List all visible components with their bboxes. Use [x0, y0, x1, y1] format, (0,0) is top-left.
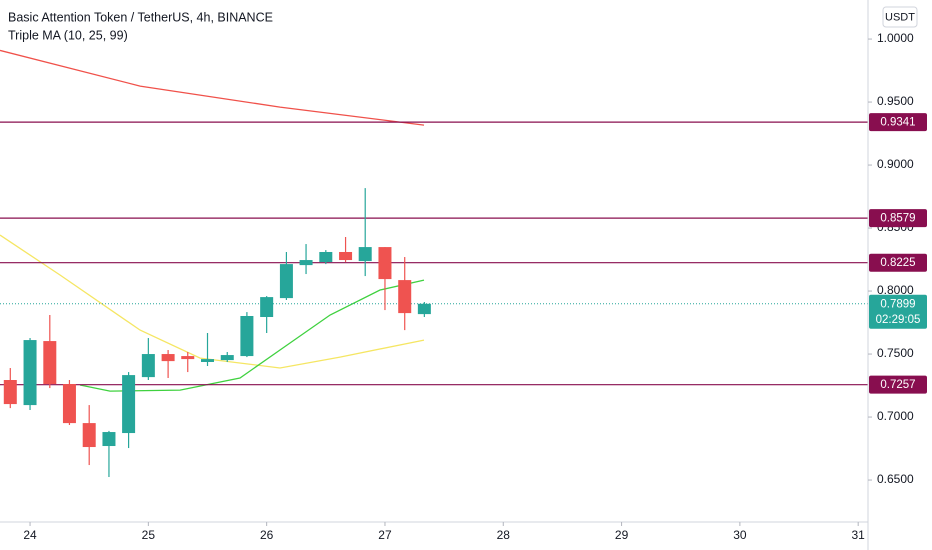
ma-line	[0, 234, 425, 369]
candle-body	[161, 354, 175, 362]
countdown-label: 02:29:05	[876, 314, 921, 326]
candle-body	[220, 355, 234, 361]
level-label-box	[869, 113, 927, 132]
level-label-box	[869, 375, 927, 394]
x-tick-label: 29	[615, 528, 629, 542]
candle-body	[201, 359, 215, 362]
candle-body	[299, 260, 313, 266]
level-label: 0.7257	[880, 379, 915, 391]
candle-body	[240, 315, 254, 357]
candle-body	[358, 247, 372, 262]
x-tick-label: 26	[260, 528, 274, 542]
candle-body	[260, 297, 274, 318]
y-tick-label: 0.8000	[877, 283, 914, 297]
plot-area	[0, 49, 868, 478]
candle-body	[378, 247, 392, 280]
candle-body	[417, 303, 431, 315]
x-tick-label: 30	[733, 528, 747, 542]
last-price-box	[869, 294, 927, 329]
candle-body	[82, 423, 96, 448]
candle-body	[62, 384, 76, 424]
ma-line	[79, 279, 425, 392]
candle-body	[279, 264, 293, 299]
x-tick-label: 31	[852, 528, 866, 542]
currency-label[interactable]: USDT	[885, 11, 915, 23]
y-tick-label: 0.9000	[877, 157, 914, 171]
level-label-box	[869, 253, 927, 272]
candle-body	[3, 380, 17, 405]
candle-body	[141, 354, 155, 378]
x-tick-label: 25	[142, 528, 156, 542]
x-tick-label: 27	[378, 528, 392, 542]
candle-body	[339, 251, 353, 261]
candle-body	[43, 341, 57, 385]
candle-body	[23, 340, 37, 406]
ma-line	[0, 49, 425, 126]
last-price-label: 0.7899	[880, 298, 915, 310]
currency-button[interactable]	[882, 6, 918, 28]
indicator-label: Triple MA (10, 25, 99)	[8, 28, 128, 42]
candle-body	[122, 375, 136, 434]
y-tick-label: 0.7500	[877, 346, 914, 360]
candle-body	[398, 280, 412, 314]
x-tick-label: 24	[23, 528, 37, 542]
chart-title: Basic Attention Token / TetherUS, 4h, BI…	[8, 10, 273, 24]
y-tick-label: 1.0000	[877, 31, 914, 45]
level-label: 0.8225	[880, 257, 915, 269]
level-label-box	[869, 209, 927, 228]
level-label: 0.9341	[880, 117, 915, 129]
y-tick-label: 0.7000	[877, 409, 914, 423]
y-tick-label: 0.6500	[877, 472, 914, 486]
candle-body	[102, 432, 116, 447]
y-tick-label: 0.9500	[877, 94, 914, 108]
level-label: 0.8579	[880, 213, 915, 225]
candle-body	[319, 251, 333, 263]
candle-body	[181, 356, 195, 360]
x-tick-label: 28	[497, 528, 511, 542]
